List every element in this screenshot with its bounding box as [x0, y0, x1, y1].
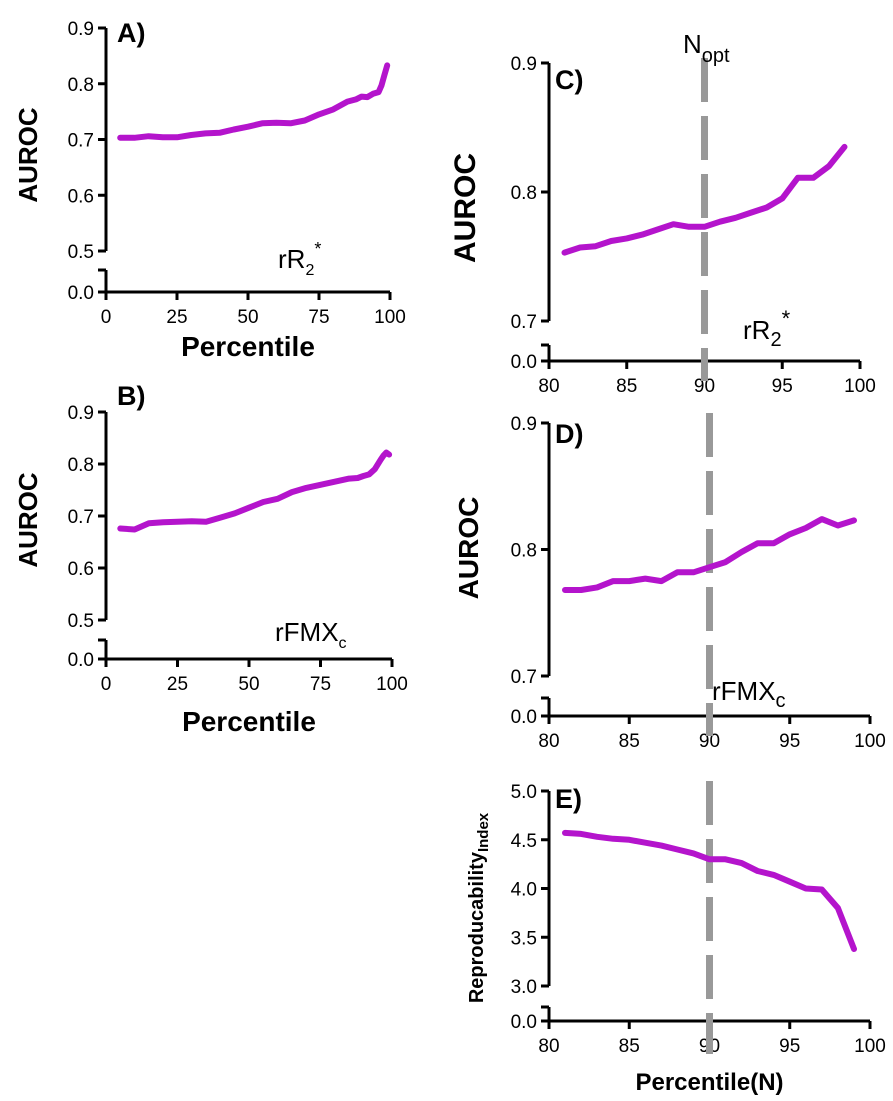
panel-d: 0.7 0.8 0.9 0.080 85 90 95 100 AUROC D) rFMXc [453, 413, 886, 752]
y-axis-label-sub: Index [475, 812, 492, 852]
x-tick-label: 90 [694, 376, 715, 397]
panel-a: 0.5 0.6 0.7 0.8 0.9 0.0 0 25 50 75 100 AUROC Percent… [13, 18, 406, 362]
series-line [117, 449, 393, 533]
y-tick-label: 0.7 [511, 312, 537, 333]
n-opt-label: Nopt [683, 29, 730, 67]
x-tick-label: 50 [237, 307, 258, 328]
n-opt-sub: opt [702, 45, 730, 67]
y-tick-label: 0.0 [511, 352, 537, 373]
y-tick-label: 0.8 [511, 541, 537, 562]
series-line [562, 516, 857, 593]
y-tick-label: 4.5 [511, 831, 537, 852]
annotation-base: rFMX [712, 676, 776, 706]
x-tick-label: 90 [699, 731, 720, 752]
y-axis-label: AUROC [13, 107, 43, 203]
series-annotation: rFMXc [275, 617, 347, 652]
annotation-sup: * [782, 306, 791, 331]
x-tick-label: 100 [376, 674, 408, 695]
panel-label-paren: ) [573, 784, 582, 814]
annotation-base: rR [278, 244, 305, 274]
y-tick-label: 0.7 [511, 667, 537, 688]
x-tick-label: 85 [619, 1036, 640, 1057]
y-axis-label: AUROC [453, 497, 484, 600]
y-tick-label: 0.9 [511, 54, 537, 75]
panel-label-paren: ) [575, 419, 584, 449]
x-tick-label: 0 [101, 307, 112, 328]
y-tick-label: 3.5 [511, 928, 537, 949]
n-opt-base: N [683, 29, 702, 59]
x-tick-label: 80 [538, 1036, 559, 1057]
y-tick-label: 0.0 [511, 707, 537, 728]
x-tick-label: 75 [308, 307, 329, 328]
y-tick-label: 0.9 [511, 414, 537, 435]
panel-label-paren: ) [575, 65, 584, 95]
panel-label: E) [555, 784, 582, 814]
x-tick-label: 95 [772, 376, 793, 397]
series-annotation: rFMXc [712, 676, 786, 712]
annotation-base: rFMX [275, 617, 339, 647]
x-tick-label: 80 [538, 731, 559, 752]
x-tick-label: 85 [616, 376, 637, 397]
y-tick-label: 0.5 [68, 611, 94, 632]
x-tick-label: 100 [844, 376, 876, 397]
panel-c: 0.7 0.8 0.9 0.080 85 90 95 100 AUROC C) rR2* Nopt [449, 29, 876, 397]
y-tick-label: 0.8 [68, 75, 94, 96]
y-tick-label: 0.6 [68, 186, 94, 207]
annotation-sub: c [776, 690, 786, 712]
series-line [561, 143, 848, 256]
panel-b: 0.5 0.6 0.7 0.8 0.9 0.0 0 25 50 75 100 AUROC Percent… [13, 381, 408, 737]
y-axis-label: ReproducabilityIndex [466, 812, 492, 1003]
y-tick-label: 0.0 [68, 650, 94, 671]
y-tick-label: 5.0 [511, 782, 537, 803]
y-tick-label: 0.6 [68, 559, 94, 580]
panel-label: B) [117, 381, 146, 411]
x-tick-label: 100 [374, 307, 406, 328]
x-tick-label: 95 [779, 1036, 800, 1057]
x-tick-label: 100 [854, 731, 886, 752]
x-tick-label: 0 [101, 674, 112, 695]
y-tick-label: 0.7 [68, 507, 94, 528]
series-annotation: rR2* [743, 306, 791, 351]
panel-label-paren: ) [137, 18, 146, 48]
x-axis-label: Percentile [181, 331, 315, 362]
x-tick-label: 50 [238, 674, 259, 695]
y-tick-label: 0.7 [68, 131, 94, 152]
annotation-sub: c [339, 635, 347, 652]
y-tick-label: 0.0 [511, 1012, 537, 1033]
x-tick-label: 95 [779, 731, 800, 752]
y-tick-label: 3.0 [511, 977, 537, 998]
y-tick-label: 0.9 [68, 19, 94, 40]
y-tick-label: 0.0 [68, 283, 94, 304]
series-line [117, 62, 391, 141]
x-axis-label: Percentile [182, 706, 316, 737]
y-tick-label: 4.0 [511, 880, 537, 901]
y-tick-label: 0.9 [68, 403, 94, 424]
panel-label-paren: ) [137, 381, 146, 411]
x-axis-label: Percentile(N) [635, 1069, 783, 1096]
y-tick-label: 0.5 [68, 242, 94, 263]
x-tick-label: 25 [167, 674, 188, 695]
annotation-sub: 2 [770, 329, 781, 351]
series-line [562, 829, 857, 952]
series-annotation: rR2* [278, 239, 321, 279]
x-tick-label: 100 [854, 1036, 886, 1057]
panel-label: C) [555, 65, 584, 95]
panel-label: A) [117, 18, 146, 48]
x-tick-label: 85 [619, 731, 640, 752]
annotation-sup: * [314, 239, 321, 259]
annotation-base: rR [743, 315, 770, 345]
y-axis-label: AUROC [449, 153, 482, 263]
y-axis-label: AUROC [13, 472, 43, 568]
annotation-sub: 2 [305, 262, 314, 279]
y-tick-label: 0.8 [511, 183, 537, 204]
panel-e: 3.03.54.04.55.00.080 85 90 95 100Reproducabi… [466, 781, 886, 1096]
x-tick-label: 25 [166, 307, 187, 328]
x-tick-label: 80 [538, 376, 559, 397]
x-tick-label: 75 [310, 674, 331, 695]
panel-label: D) [555, 419, 584, 449]
y-tick-label: 0.8 [68, 455, 94, 476]
